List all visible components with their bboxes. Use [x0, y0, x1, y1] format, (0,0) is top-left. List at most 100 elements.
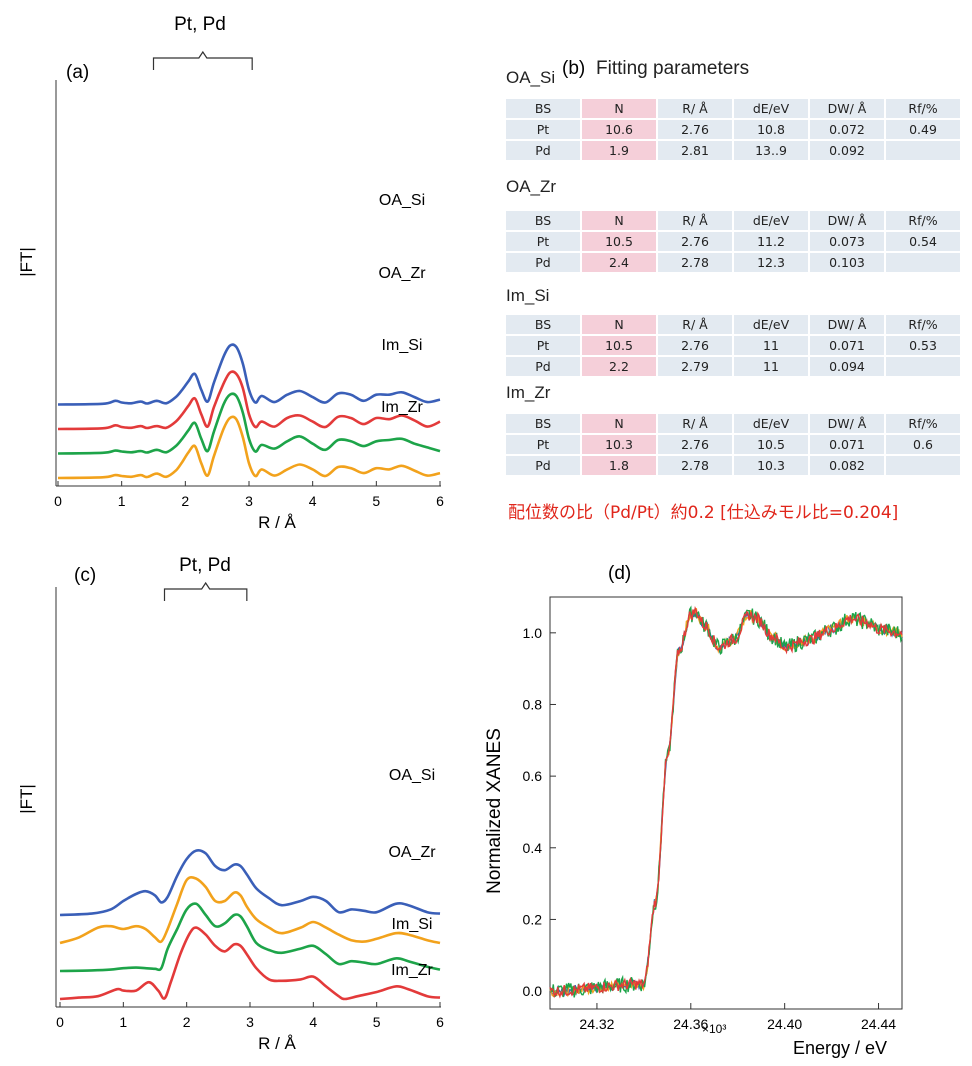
- series-line-ga-OA_Zr: [57, 370, 441, 431]
- table-cell: 0.071: [810, 435, 884, 454]
- table-cell: [886, 141, 960, 160]
- table-cell: 2.78: [658, 253, 732, 272]
- x-tick-label-gc-2: 2: [183, 1014, 191, 1030]
- table-cell: BS: [506, 211, 580, 230]
- table-row: Pt 10.3 2.76 10.5 0.071 0.6: [506, 435, 960, 454]
- table-cell: 10.3: [582, 435, 656, 454]
- table-cell: 0.071: [810, 336, 884, 355]
- table-cell: 2.76: [658, 435, 732, 454]
- series-label-ga-OA_Si: OA_Si: [379, 192, 425, 209]
- x-tick-label-d-0: 24.32: [579, 1016, 614, 1032]
- bracket-a: [152, 50, 253, 70]
- table-cell: N: [582, 211, 656, 230]
- table-cell: Pd: [506, 253, 580, 272]
- x-axis-label-a: R / Å: [258, 513, 296, 532]
- table-cell: DW/ Å: [810, 211, 884, 230]
- table-cell: 10.3: [734, 456, 808, 475]
- table-cell: R/ Å: [658, 99, 732, 118]
- table-cell: 2.4: [582, 253, 656, 272]
- table-cell: 0.49: [886, 120, 960, 139]
- table-cell: 0.53: [886, 336, 960, 355]
- series-line-ga-Im_Zr: [57, 415, 441, 480]
- x-tick-label-ga-5: 5: [372, 493, 380, 509]
- table-row: Pt 10.5 2.76 11 0.071 0.53: [506, 336, 960, 355]
- table-cell: 12.3: [734, 253, 808, 272]
- chart-c: (c) Pt, Pd |FT| 0 1 2 3 4 5 6 OA_Si OA_Zr Im_Si I…: [17, 555, 444, 1053]
- table-cell: dE/eV: [734, 99, 808, 118]
- table-cell: Pt: [506, 120, 580, 139]
- panel-label-c: (c): [74, 565, 96, 586]
- table-cell: 0.54: [886, 232, 960, 251]
- y-axis-label-d: Normalized XANES: [484, 728, 505, 894]
- y-tick-label-d-4: 0.8: [523, 696, 543, 712]
- table-cell: 2.76: [658, 336, 732, 355]
- table-cell: 0.073: [810, 232, 884, 251]
- series-line-gc-OA_Zr: [59, 875, 441, 945]
- table-cell: 2.78: [658, 456, 732, 475]
- table-cell: 10.6: [582, 120, 656, 139]
- table-cell: Rf/%: [886, 315, 960, 334]
- series-line-ga-Im_Si: [57, 392, 441, 455]
- xanes-line-OA_Si: [549, 610, 903, 998]
- table-cell: 10.5: [734, 435, 808, 454]
- table-cell: 2.81: [658, 141, 732, 160]
- series-line-gc-Im_Si: [59, 902, 441, 973]
- x-multiplier-d: ×10³: [702, 1022, 726, 1036]
- table-cell: R/ Å: [658, 414, 732, 433]
- table-cell: 10.5: [582, 232, 656, 251]
- series-line-gc-Im_Zr: [59, 926, 441, 1001]
- x-tick-label-gc-4: 4: [309, 1014, 317, 1030]
- table-cell: 0.103: [810, 253, 884, 272]
- table-row: Pt 10.5 2.76 11.2 0.073 0.54: [506, 232, 960, 251]
- table-cell: 2.76: [658, 120, 732, 139]
- y-tick-label-d-0: 0.0: [523, 983, 543, 999]
- table-cell: 2.2: [582, 357, 656, 376]
- x-tick-label-ga-2: 2: [181, 493, 189, 509]
- table-title-OA_Si: OA_Si: [506, 68, 556, 87]
- table-cell: Pd: [506, 357, 580, 376]
- panel-b-label-svg: (b): [562, 58, 585, 79]
- table-cell: dE/eV: [734, 315, 808, 334]
- y-axis-label-c: |FT|: [17, 784, 36, 814]
- table-cell: 10.5: [582, 336, 656, 355]
- table-cell: Rf/%: [886, 414, 960, 433]
- y-tick-label-d-1: 0.2: [523, 911, 543, 927]
- y-tick-label-d-3: 0.6: [523, 768, 543, 784]
- table-cell: Rf/%: [886, 211, 960, 230]
- table-cell: Pt: [506, 336, 580, 355]
- table-cell: 0.072: [810, 120, 884, 139]
- x-tick-label-ga-4: 4: [309, 493, 317, 509]
- table-cell: N: [582, 99, 656, 118]
- table-cell: 0.082: [810, 456, 884, 475]
- x-tick-label-gc-0: 0: [56, 1014, 64, 1030]
- table-cell: [886, 456, 960, 475]
- table-cell: N: [582, 414, 656, 433]
- coordination-ratio-note: 配位数の比（Pd/Pt）約0.2 [仕込みモル比=0.204]: [508, 503, 899, 523]
- table-row: Pd 1.8 2.78 10.3 0.082: [506, 456, 960, 475]
- y-tick-label-d-2: 0.4: [523, 840, 543, 856]
- table-cell: DW/ Å: [810, 99, 884, 118]
- table-row: Pd 1.9 2.81 13..9 0.092: [506, 141, 960, 160]
- x-tick-label-d-2: 24.40: [767, 1016, 802, 1032]
- series-label-ga-OA_Zr: OA_Zr: [378, 265, 426, 282]
- bracket-label-a: Pt, Pd: [174, 14, 226, 35]
- bracket-c: [163, 581, 248, 601]
- table-cell: 0.094: [810, 357, 884, 376]
- x-tick-label-ga-6: 6: [436, 493, 444, 509]
- panel-label-d: (d): [608, 563, 631, 584]
- fitting-title: Fitting parameters: [596, 58, 750, 79]
- panel-label-a: (a): [66, 62, 89, 83]
- table-cell: BS: [506, 315, 580, 334]
- x-tick-label-gc-3: 3: [246, 1014, 254, 1030]
- series-label-gc-Im_Zr: Im_Zr: [391, 962, 433, 979]
- table-row: Pt 10.6 2.76 10.8 0.072 0.49: [506, 120, 960, 139]
- series-label-gc-OA_Zr: OA_Zr: [388, 844, 436, 861]
- table-title-OA_Zr: OA_Zr: [506, 177, 557, 196]
- table-cell: Pt: [506, 232, 580, 251]
- table-cell: 13..9: [734, 141, 808, 160]
- table-row: Pd 2.4 2.78 12.3 0.103: [506, 253, 960, 272]
